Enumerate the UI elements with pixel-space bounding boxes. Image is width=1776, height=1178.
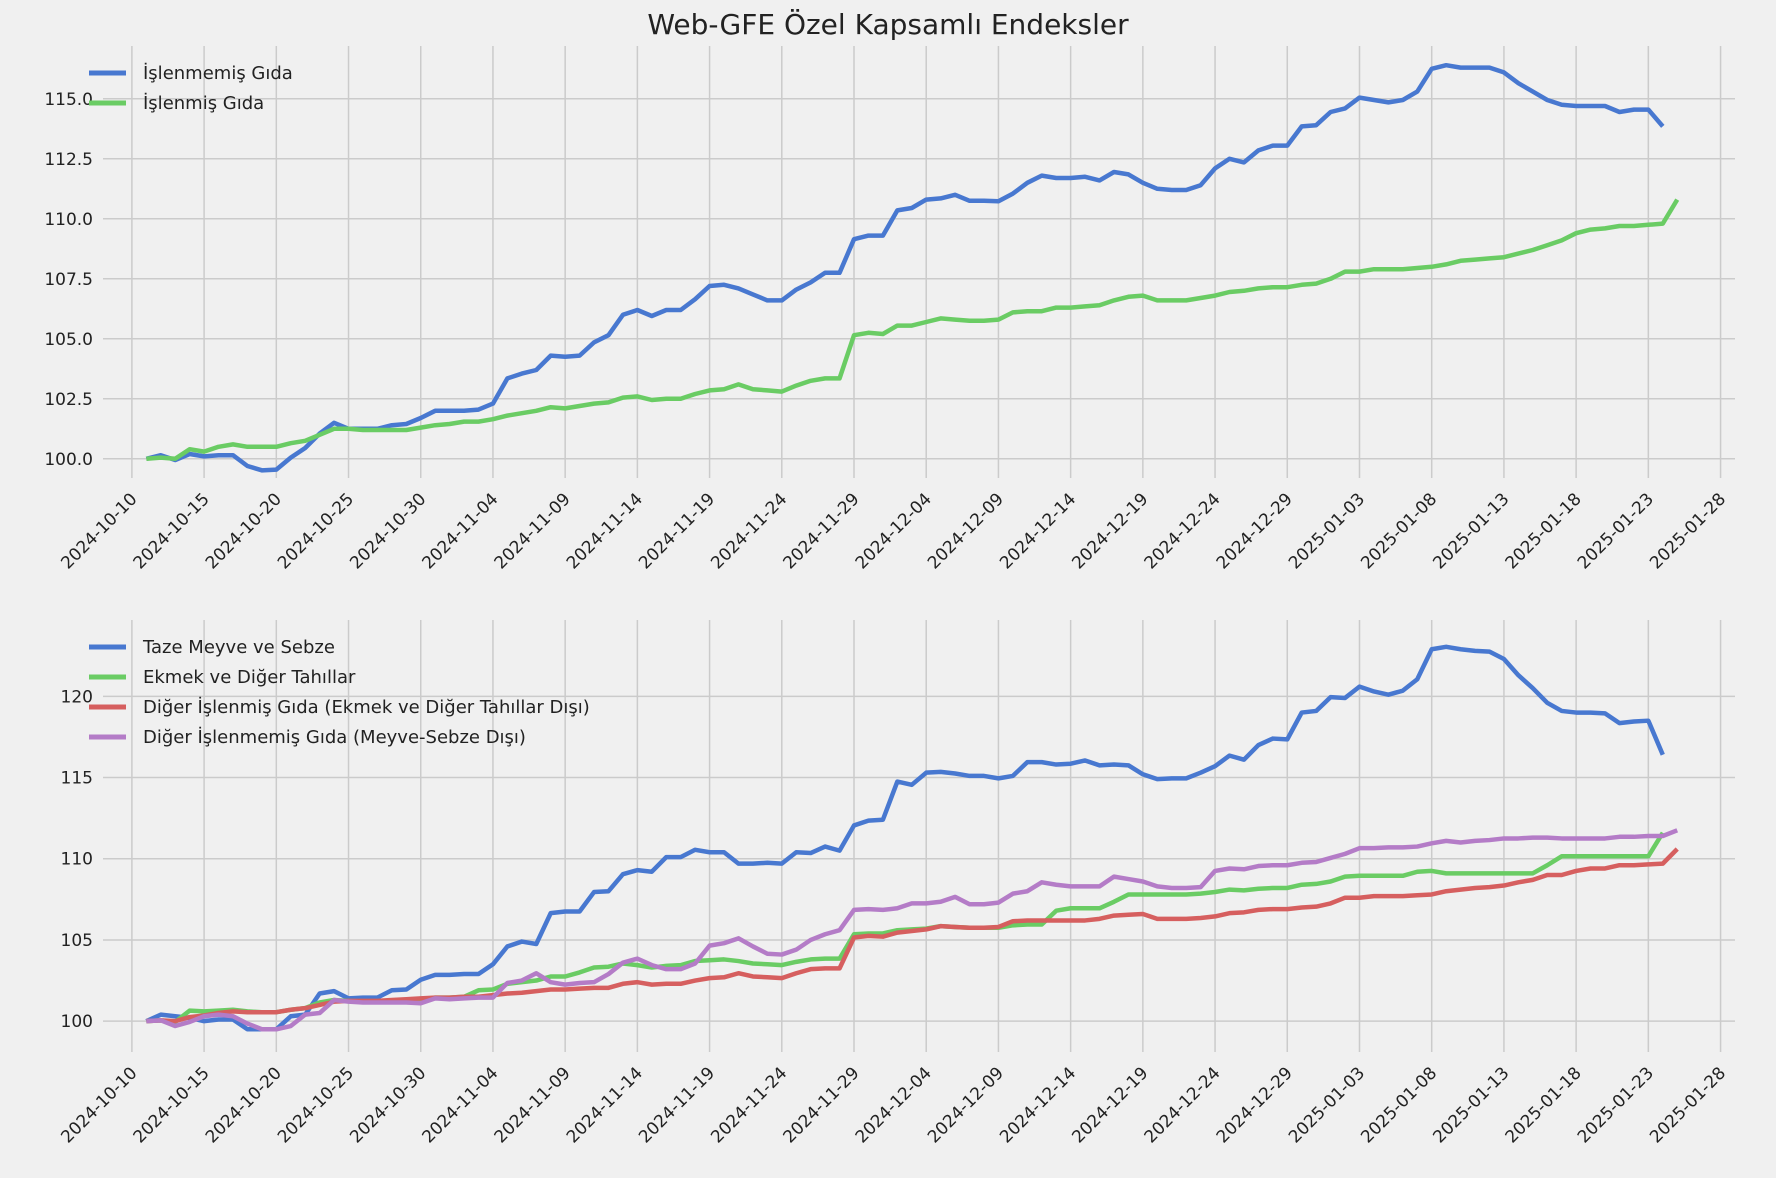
legend: İşlenmemiş Gıda İşlenmiş Gıda [89, 63, 293, 114]
x-tick-label: 2025-01-18 [1502, 489, 1586, 573]
x-tick-label: 2024-12-09 [924, 489, 1008, 573]
y-tick-label: 100 [61, 1012, 93, 1032]
x-tick-label: 2024-10-10 [57, 489, 141, 573]
series-line-2 [146, 198, 1680, 462]
x-tick-label: 2024-10-25 [274, 1063, 358, 1147]
x-tick-label: 2024-11-09 [491, 489, 575, 573]
x-tick-label: 2024-12-24 [1141, 1063, 1225, 1147]
figure-title: Web-GFE Özel Kapsamlı Endeksler [647, 8, 1129, 41]
top-chart: 100.0 102.5 105.0 107.5 110.0 112.5 115.0 2024-… [44, 46, 1735, 573]
x-tick-label: 2024-11-24 [707, 1063, 791, 1147]
legend-label: Ekmek ve Diğer Tahıllar [143, 667, 356, 688]
x-tick-label: 2024-12-14 [996, 1063, 1080, 1147]
x-tick-label: 2025-01-18 [1502, 1063, 1586, 1147]
x-tick-label: 2024-12-29 [1213, 1063, 1297, 1147]
y-tick-label: 112.5 [44, 150, 93, 170]
y-tick-label: 115.0 [44, 90, 93, 110]
x-tick-label: 2024-11-29 [780, 1063, 864, 1147]
x-tick-label: 2025-01-28 [1646, 1063, 1730, 1147]
series-line-4 [146, 828, 1679, 1032]
legend: Taze Meyve ve Sebze Ekmek ve Diğer Tahıll… [89, 637, 590, 748]
x-tick-label: 2025-01-28 [1646, 489, 1730, 573]
y-tick-label: 100.0 [44, 450, 93, 470]
bottom-chart: 1001051101151202024-10-102024-10-152024-… [57, 620, 1735, 1147]
y-tick-label: 102.5 [44, 390, 93, 410]
legend-label: Diğer İşlenmiş Gıda (Ekmek ve Diğer Tahı… [143, 697, 590, 718]
x-tick-label: 2024-10-10 [57, 1063, 141, 1147]
x-tick-label: 2025-01-13 [1429, 489, 1513, 573]
series-line-2 [146, 831, 1665, 1025]
x-tick-label: 2025-01-23 [1574, 1063, 1658, 1147]
x-tick-label: 2024-11-14 [563, 1063, 647, 1147]
legend-label: İşlenmiş Gıda [143, 93, 264, 114]
series-line-3 [146, 847, 1679, 1024]
x-tick-label: 2024-12-04 [852, 489, 936, 573]
x-tick-label: 2024-11-24 [707, 489, 791, 573]
x-tick-label: 2024-11-19 [635, 1063, 719, 1147]
x-tick-label: 2025-01-08 [1357, 489, 1441, 573]
legend-label: Taze Meyve ve Sebze [142, 637, 335, 658]
legend-label: İşlenmemiş Gıda [143, 63, 293, 84]
x-tick-label: 2024-11-09 [491, 1063, 575, 1147]
series-line-1 [145, 62, 1665, 473]
x-tick-label: 2024-12-14 [996, 489, 1080, 573]
x-tick-label: 2024-12-24 [1141, 489, 1225, 573]
x-tick-label: 2024-10-30 [346, 1063, 430, 1147]
y-tick-label: 107.5 [44, 270, 93, 290]
y-tick-label: 110.0 [44, 210, 93, 230]
x-tick-label: 2024-10-20 [202, 1063, 286, 1147]
x-tick-label: 2024-10-15 [130, 489, 214, 573]
y-tick-label: 105.0 [44, 330, 93, 350]
x-tick-label: 2024-11-04 [418, 1063, 502, 1147]
x-tick-label: 2025-01-08 [1357, 1063, 1441, 1147]
y-tick-label: 120 [61, 687, 93, 707]
x-tick-label: 2025-01-23 [1574, 489, 1658, 573]
y-tick-label: 110 [61, 850, 93, 870]
x-tick-label: 2024-10-30 [346, 489, 430, 573]
x-tick-label: 2024-12-19 [1068, 489, 1152, 573]
x-tick-label: 2024-12-19 [1068, 1063, 1152, 1147]
x-tick-label: 2025-01-13 [1429, 1063, 1513, 1147]
y-tick-label: 115 [61, 769, 93, 789]
x-tick-label: 2025-01-03 [1285, 489, 1369, 573]
x-tick-label: 2024-11-04 [418, 489, 502, 573]
y-tick-label: 105 [61, 931, 93, 951]
series-line-1 [145, 644, 1665, 1032]
x-tick-label: 2024-11-29 [780, 489, 864, 573]
x-tick-label: 2024-11-14 [563, 489, 647, 573]
x-tick-label: 2025-01-03 [1285, 1063, 1369, 1147]
x-tick-label: 2024-10-20 [202, 489, 286, 573]
legend-label: Diğer İşlenmemiş Gıda (Meyve-Sebze Dışı) [143, 727, 526, 748]
x-tick-label: 2024-12-04 [852, 1063, 936, 1147]
x-tick-label: 2024-11-19 [635, 489, 719, 573]
x-tick-label: 2024-12-09 [924, 1063, 1008, 1147]
x-tick-label: 2024-12-29 [1213, 489, 1297, 573]
x-tick-label: 2024-10-15 [130, 1063, 214, 1147]
x-tick-label: 2024-10-25 [274, 489, 358, 573]
